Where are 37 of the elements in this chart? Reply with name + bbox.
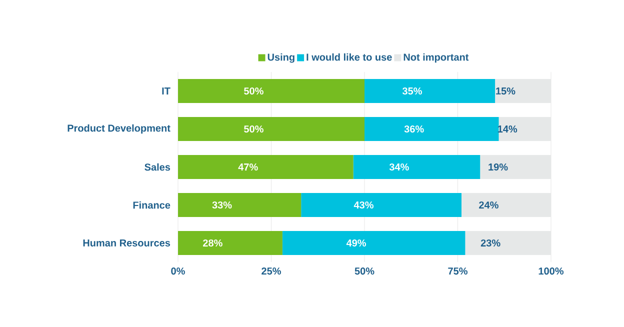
bar bbox=[178, 155, 354, 180]
bar bbox=[178, 117, 364, 142]
data-label: 47% bbox=[238, 163, 258, 171]
x-tick-label: 75% bbox=[448, 268, 468, 275]
data-label: 19% bbox=[488, 163, 508, 171]
data-label: 34% bbox=[389, 163, 409, 171]
legend-label: I would like to use bbox=[306, 53, 392, 61]
bar bbox=[178, 231, 282, 255]
y-tick-label: Sales bbox=[144, 163, 170, 171]
x-tick-label: 0% bbox=[171, 268, 185, 275]
data-label: 50% bbox=[244, 125, 264, 133]
y-tick-label: IT bbox=[162, 88, 170, 94]
bar bbox=[301, 193, 462, 218]
data-label: 23% bbox=[480, 239, 500, 247]
data-label: 33% bbox=[212, 201, 232, 209]
data-label: 15% bbox=[496, 87, 516, 95]
bar bbox=[178, 79, 364, 104]
x-tick-label: 100% bbox=[538, 268, 564, 275]
bar bbox=[353, 155, 480, 180]
data-label: 49% bbox=[346, 239, 366, 247]
data-label: 50% bbox=[244, 87, 264, 95]
bar bbox=[282, 231, 466, 255]
x-tick-label: 50% bbox=[354, 268, 374, 275]
data-label: 43% bbox=[354, 201, 374, 209]
legend-label: Using bbox=[268, 53, 294, 63]
bar bbox=[364, 117, 499, 142]
y-tick-label: Human Resources bbox=[83, 240, 170, 246]
data-label: 35% bbox=[402, 87, 422, 95]
data-label: 36% bbox=[404, 125, 424, 133]
y-tick-label: Finance bbox=[133, 201, 170, 209]
y-tick-label: Product Development bbox=[68, 124, 170, 134]
data-label: 24% bbox=[479, 201, 498, 209]
data-label: 28% bbox=[203, 239, 222, 247]
bar bbox=[364, 79, 496, 104]
x-tick-label: 25% bbox=[262, 268, 281, 275]
bar bbox=[178, 193, 302, 218]
legend-label: Not important bbox=[404, 53, 469, 63]
